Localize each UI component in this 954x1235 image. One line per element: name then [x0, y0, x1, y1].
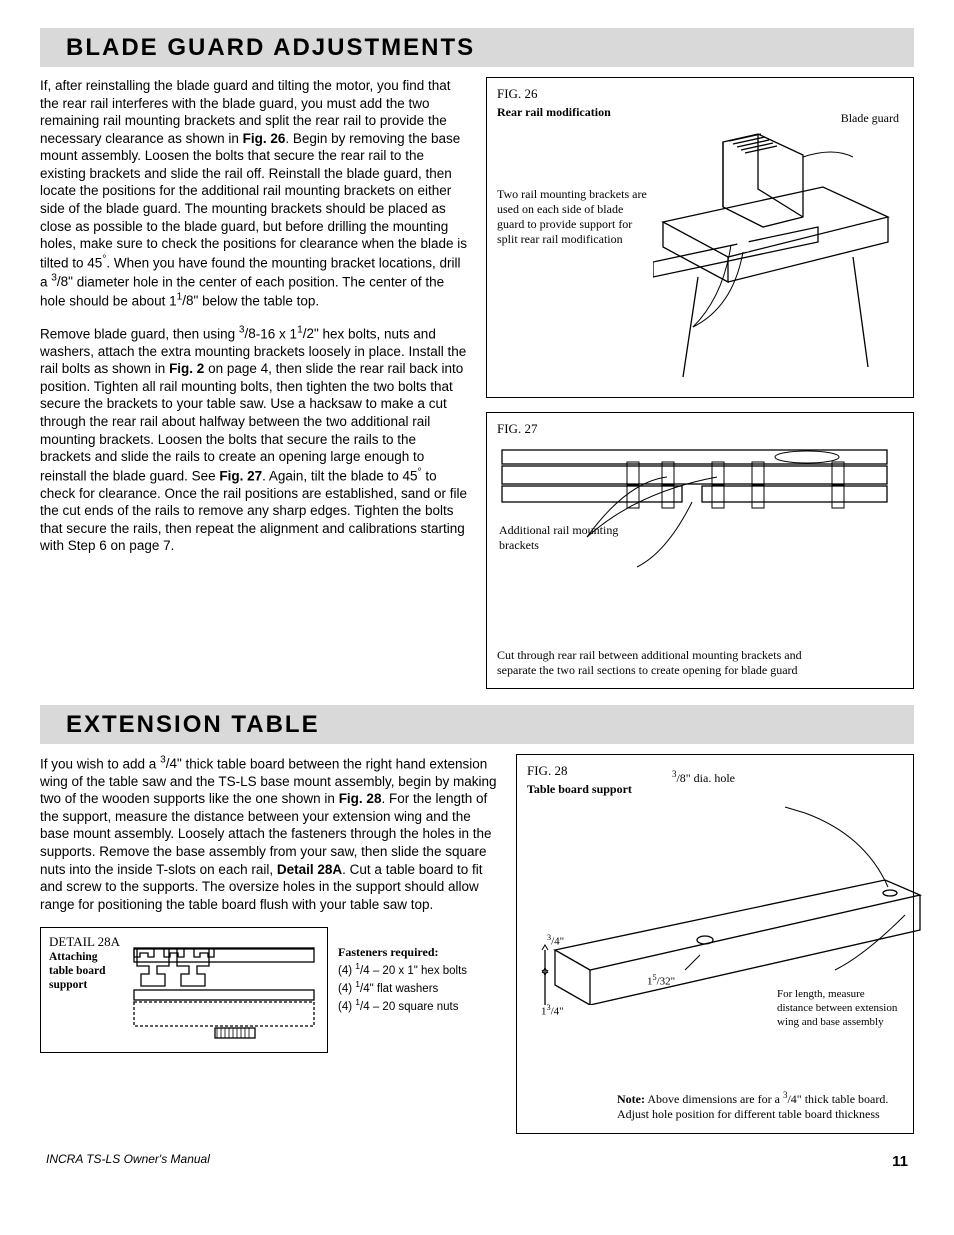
figure-28: FIG. 28 Table board support 3/8" dia. ho…	[516, 754, 914, 1134]
section-header-blade-guard: Blade Guard Adjustments	[40, 28, 914, 67]
blade-guard-text: If, after reinstalling the blade guard a…	[40, 77, 468, 688]
detail-28a-subtitle: Attaching table board support	[49, 951, 121, 992]
section-header-extension-table: Extension Table	[40, 705, 914, 744]
detail-28a-row: DETAIL 28A Attaching table board support	[40, 927, 498, 1053]
paragraph-1: If, after reinstalling the blade guard a…	[40, 77, 468, 310]
figure-27: FIG. 27	[486, 412, 914, 689]
fig27-annot-bottom: Cut through rear rail between additional…	[497, 648, 817, 678]
blade-guard-figures: FIG. 26 Rear rail modification Blade gua…	[486, 77, 914, 688]
extension-left: If you wish to add a 3/4" thick table bo…	[40, 754, 498, 1134]
paragraph-2: Remove blade guard, then using 3/8-16 x …	[40, 324, 468, 555]
fig28-note-label: Note:	[617, 1092, 645, 1106]
fig26-annotation: Two rail mounting brackets are used on e…	[497, 187, 647, 387]
footer-manual-title: INCRA TS-LS Owner's Manual	[46, 1152, 210, 1172]
fig28-annot-right: For length, measure distance between ext…	[777, 988, 903, 1029]
fig28-dim-1-3-4: 13/4"	[541, 1003, 564, 1019]
detail-28a-title: DETAIL 28A	[49, 934, 121, 951]
page-footer: INCRA TS-LS Owner's Manual 11	[40, 1152, 914, 1172]
fig28-note-text: Above dimensions are for a 3/4" thick ta…	[617, 1092, 888, 1122]
fig28-diagram	[525, 795, 925, 1005]
fasteners-l1: (4) 1/4 – 20 x 1" hex bolts	[338, 961, 498, 979]
fig26-label-blade-guard: Blade guard	[841, 111, 899, 126]
fasteners-head: Fasteners required:	[338, 945, 498, 961]
paragraph-3: If you wish to add a 3/4" thick table bo…	[40, 754, 498, 913]
fig26-subtitle: Rear rail modification	[497, 105, 611, 121]
fasteners-l3: (4) 1/4 – 20 square nuts	[338, 997, 498, 1015]
detail-28a: DETAIL 28A Attaching table board support	[40, 927, 328, 1053]
fig28-title: FIG. 28	[527, 763, 632, 780]
fig27-title: FIG. 27	[497, 421, 903, 438]
fig28-note: Note: Above dimensions are for a 3/4" th…	[527, 1090, 903, 1123]
fig26-title: FIG. 26	[497, 86, 611, 103]
fig27-annot-top: Additional rail mounting brackets	[499, 523, 639, 553]
fasteners-list: Fasteners required: (4) 1/4 – 20 x 1" he…	[338, 927, 498, 1016]
figure-26: FIG. 26 Rear rail modification Blade gua…	[486, 77, 914, 397]
extension-columns: If you wish to add a 3/4" thick table bo…	[40, 754, 914, 1134]
extension-right: FIG. 28 Table board support 3/8" dia. ho…	[516, 754, 914, 1134]
fig28-dim-15-32: 15/32"	[647, 973, 675, 989]
footer-page-number: 11	[892, 1152, 908, 1172]
blade-guard-columns: If, after reinstalling the blade guard a…	[40, 77, 914, 688]
fig26-diagram	[653, 127, 893, 387]
fasteners-l2: (4) 1/4" flat washers	[338, 979, 498, 997]
fig28-dim-3-4: 3/4"	[547, 933, 564, 949]
detail-28a-diagram	[129, 934, 319, 1044]
